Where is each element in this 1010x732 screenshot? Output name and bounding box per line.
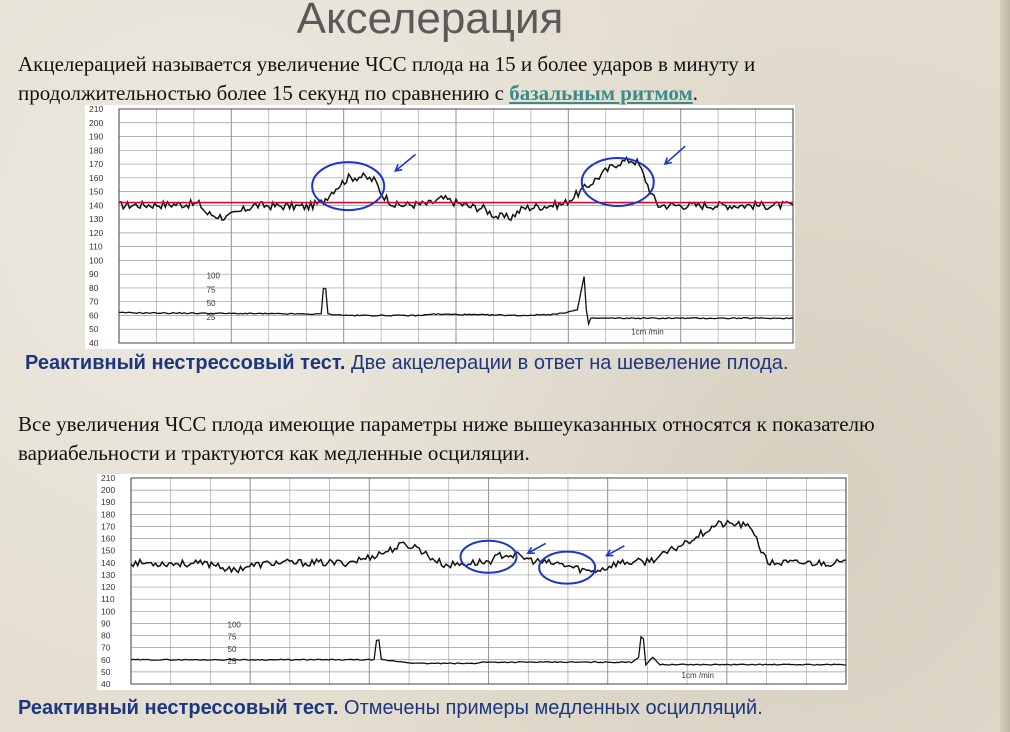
fhr-tick-label: 60 [101, 655, 111, 665]
fhr-tick-label: 120 [101, 582, 115, 592]
fhr-tick-label: 190 [101, 497, 115, 507]
caption-2-bold: Реактивный нестрессовый тест. [18, 697, 339, 719]
fhr-tick-label: 70 [101, 643, 111, 653]
fhr-tick-label: 70 [89, 297, 99, 307]
fhr-tick-label: 150 [101, 546, 115, 556]
toco-scale-label: 75 [228, 633, 237, 642]
fhr-tick-label: 200 [101, 485, 115, 495]
annotation-arrow [394, 153, 417, 172]
annotation-arrow-head [605, 549, 614, 557]
fhr-tick-label: 40 [101, 679, 111, 689]
oscillation-paragraph: Все увеличения ЧСС плода имеющие парамет… [18, 412, 875, 465]
speed-label: 1cm /min [631, 328, 663, 337]
fhr-tick-label: 80 [101, 631, 111, 641]
fhr-tick-label: 110 [101, 594, 115, 604]
annotation-arrow [527, 542, 547, 554]
ctg-chart-1: 210 200 190 180 170 160 150 140 130 120 110 100 90 80… [85, 104, 795, 349]
fhr-tick-label: 130 [101, 570, 115, 580]
chart-frame [130, 477, 847, 685]
annotation-circle [538, 550, 597, 585]
ctg-chart-2: 210 200 190 180 170 160 150 140 130 120 110 100 90 80… [97, 473, 848, 690]
fhr-tick-label: 200 [89, 118, 103, 128]
annotation-arrow-head [663, 157, 672, 166]
caption-2-text: Отмечены примеры медленных осцилляций. [338, 697, 763, 719]
toco-scale-label: 100 [228, 621, 242, 630]
definition-paragraph: Акцелерацией называется увеличение ЧСС п… [18, 50, 898, 108]
annotation-circle [311, 161, 386, 212]
toco-scale-label: 100 [207, 272, 221, 281]
definition-text: Акцелерацией называется увеличение ЧСС п… [18, 52, 756, 105]
annotation-arrow [664, 145, 686, 165]
ctg-chart-1-svg: 210 200 190 180 170 160 150 140 130 120 110 100 90 80… [89, 104, 794, 348]
fhr-tick-label: 50 [89, 324, 99, 334]
fhr-trace [118, 155, 794, 222]
fhr-tick-label: 190 [89, 132, 103, 142]
caption-1: Реактивный нестрессовый тест. Две акцеле… [25, 352, 788, 375]
caption-1-text: Две акцелерации в ответ на шевеление пло… [345, 352, 789, 374]
toco-scale-label: 75 [207, 285, 216, 294]
toco-scale-label: 50 [228, 645, 237, 654]
fhr-tick-label: 170 [89, 159, 103, 169]
slide-title: Акселерация [296, 0, 564, 43]
slide-edge [1000, 0, 1010, 732]
fhr-tick-label: 170 [101, 521, 115, 531]
basal-rhythm-link[interactable]: базальным ритмом [509, 81, 693, 105]
fhr-tick-label: 180 [101, 509, 115, 519]
annotation-arrow [606, 545, 625, 557]
toco-scale-label: 25 [228, 657, 237, 666]
fhr-tick-label: 160 [101, 534, 115, 544]
fhr-tick-label: 60 [89, 310, 99, 320]
fhr-tick-label: 160 [89, 173, 103, 183]
fhr-tick-label: 150 [89, 187, 103, 197]
annotation-arrow-head [526, 546, 535, 554]
fhr-tick-label: 80 [89, 283, 99, 293]
annotation-arrow-head [394, 164, 403, 172]
annotation-circle [580, 156, 655, 207]
caption-1-bold: Реактивный нестрессовый тест. [25, 352, 346, 374]
fhr-tick-label: 130 [89, 214, 103, 224]
fhr-tick-label: 180 [89, 145, 103, 155]
fhr-tick-label: 110 [89, 242, 103, 252]
fhr-tick-label: 40 [89, 338, 99, 348]
speed-label: 1cm /min [682, 671, 714, 680]
caption-2: Реактивный нестрессовый тест. Отмечены п… [18, 697, 763, 720]
fhr-tick-label: 210 [89, 105, 103, 114]
fhr-tick-label: 90 [101, 618, 111, 628]
fhr-tick-label: 140 [89, 200, 103, 210]
ctg-chart-2-svg: 210 200 190 180 170 160 150 140 130 120 110 100 90 80… [101, 473, 847, 689]
toco-scale-label: 25 [207, 313, 216, 322]
fhr-tick-label: 50 [101, 667, 111, 677]
toco-trace [118, 276, 793, 327]
fhr-tick-label: 100 [101, 606, 115, 616]
chart-frame [118, 108, 794, 344]
fhr-tick-label: 140 [101, 558, 115, 568]
toco-scale-label: 50 [207, 299, 216, 308]
fhr-trace [130, 519, 847, 575]
annotation-circle [459, 539, 518, 574]
toco-trace [130, 635, 847, 667]
fhr-tick-label: 210 [101, 474, 115, 483]
fhr-tick-label: 100 [89, 255, 103, 265]
definition-end: . [692, 81, 699, 105]
fhr-tick-label: 120 [89, 228, 103, 238]
fhr-tick-label: 90 [89, 269, 99, 279]
